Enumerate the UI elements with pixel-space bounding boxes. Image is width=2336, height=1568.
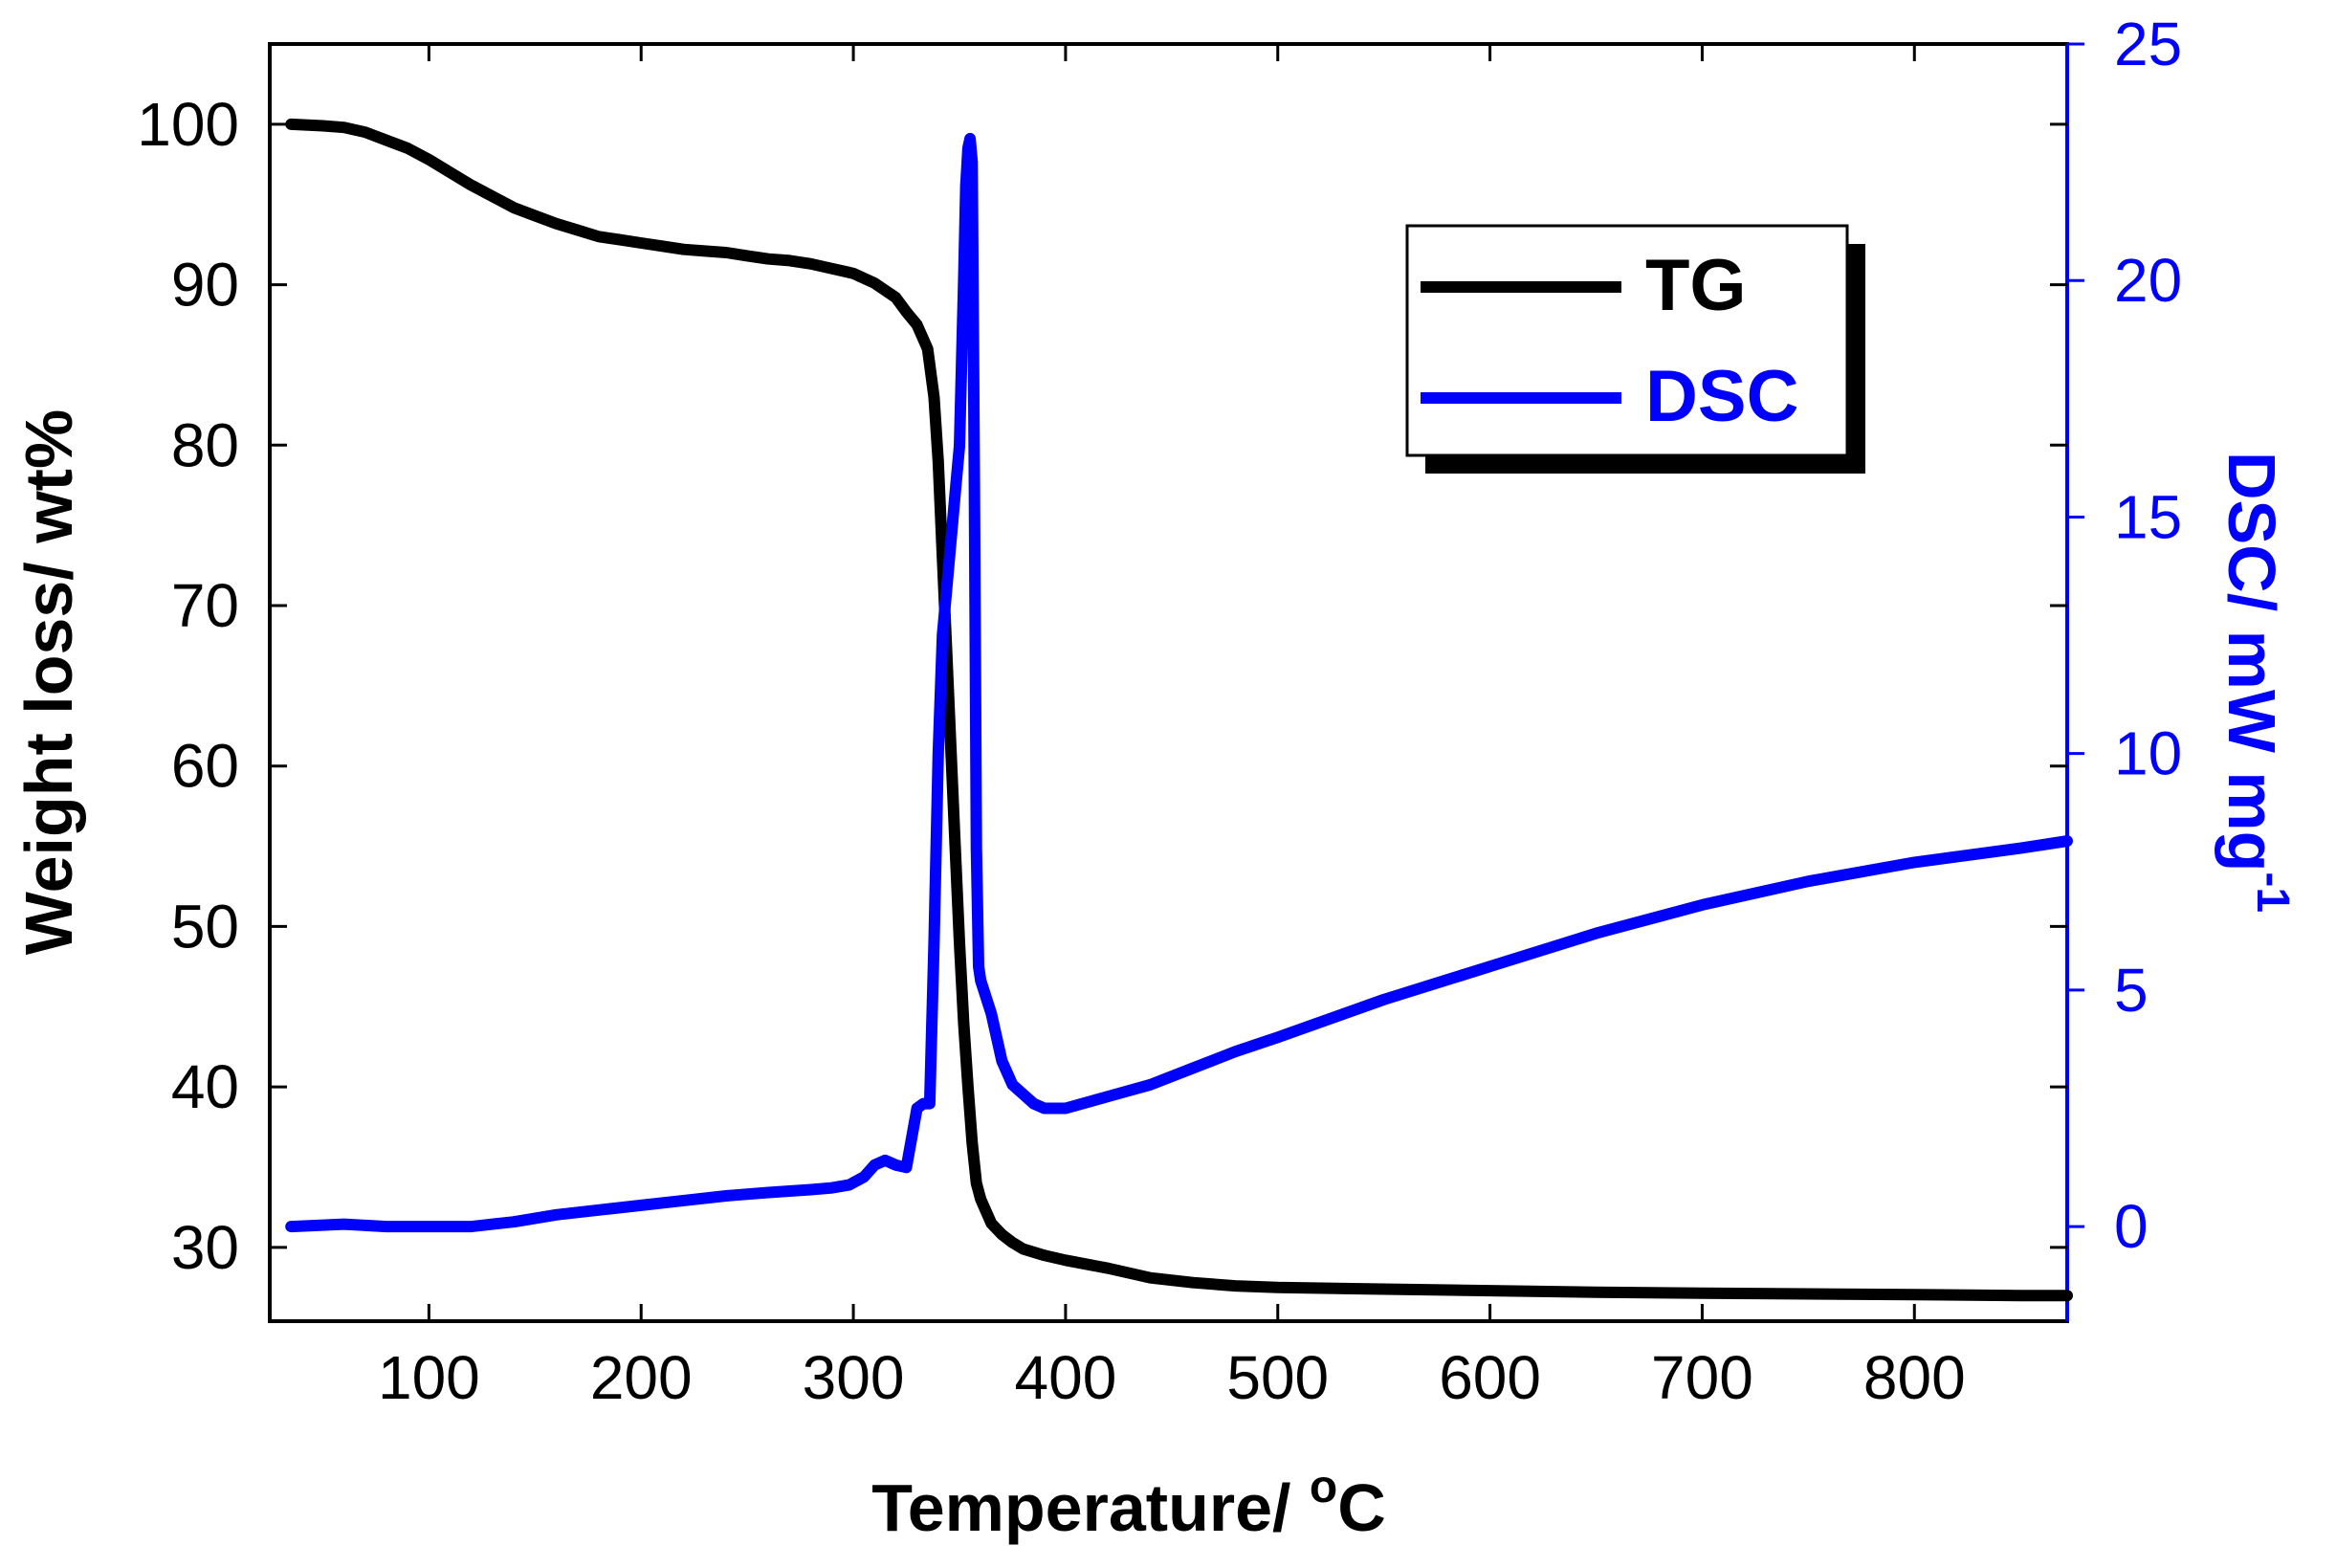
y2-tick-label-25: 25 [2114, 10, 2182, 78]
legend-label-tg: TG [1645, 245, 1747, 326]
series-line-tg [285, 118, 2073, 1302]
y2-tick-label-10: 10 [2114, 719, 2182, 788]
y-tick-label-90: 90 [171, 251, 239, 320]
y2-tick-label-5: 5 [2114, 956, 2149, 1025]
y-tick-label-100: 100 [137, 90, 239, 159]
legend-box [1405, 224, 1849, 457]
y-tick-label-80: 80 [171, 410, 239, 479]
legend: TG DSC [1405, 224, 1865, 474]
y2-tick-label-20: 20 [2114, 246, 2182, 315]
ticks-layer [270, 42, 2084, 1321]
y-axis-title: Weight loss/ wt% [11, 409, 86, 955]
x-tick-label-300: 300 [803, 1343, 905, 1412]
series-line-dsc [285, 132, 2073, 1233]
x-tick-label-400: 400 [1015, 1343, 1117, 1412]
x-tick-label-200: 200 [590, 1343, 693, 1412]
series-layer [285, 118, 2073, 1302]
x-tick-label-100: 100 [378, 1343, 480, 1412]
x-tick-label-800: 800 [1863, 1343, 1966, 1412]
y-tick-label-70: 70 [171, 571, 239, 640]
y-tick-label-60: 60 [171, 732, 239, 801]
y2-tick-label-15: 15 [2114, 482, 2182, 551]
y2-axis-title: DSC/ mW mg-1 [2215, 452, 2298, 913]
x-axis-title: Temperature/ oC [871, 1462, 1386, 1545]
y-tick-label-40: 40 [171, 1052, 239, 1121]
legend-label-dsc: DSC [1645, 356, 1798, 437]
x-tick-label-500: 500 [1226, 1343, 1329, 1412]
x-tick-label-600: 600 [1439, 1343, 1541, 1412]
y-tick-label-50: 50 [171, 892, 239, 961]
x-tick-label-700: 700 [1651, 1343, 1753, 1412]
y-tick-label-30: 30 [171, 1213, 239, 1282]
y2-tick-label-0: 0 [2114, 1192, 2149, 1261]
tick-labels: 100 200 300 400 500 600 700 8003040506070809010… [137, 10, 2182, 1412]
